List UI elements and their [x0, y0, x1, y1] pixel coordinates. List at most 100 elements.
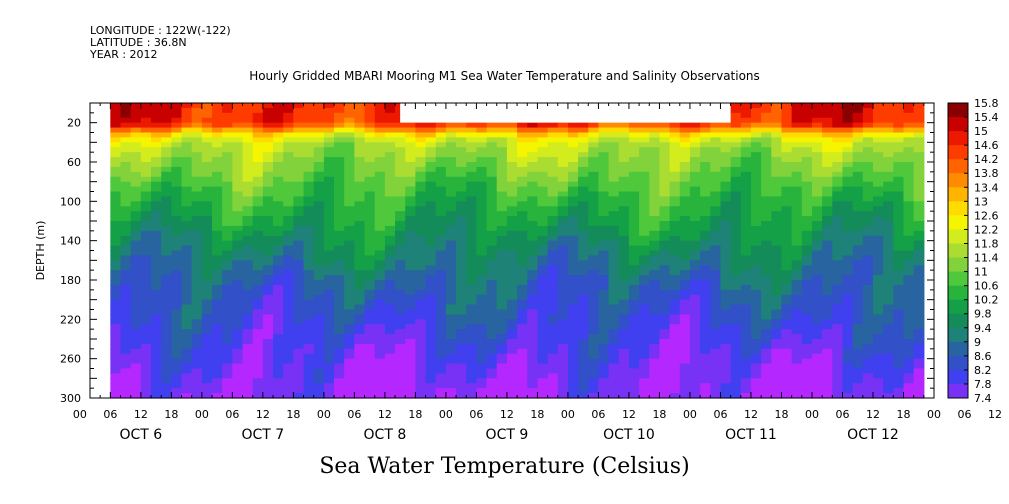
heatmap-cell	[618, 201, 630, 207]
heatmap-cell	[517, 358, 528, 365]
heatmap-cell	[374, 289, 386, 296]
heatmap-cell	[801, 388, 813, 394]
heatmap-cell	[750, 171, 762, 178]
heatmap-cell	[517, 324, 528, 330]
heatmap-cell	[903, 319, 915, 325]
heatmap-cell	[425, 299, 437, 306]
heatmap-cell	[262, 378, 274, 384]
heatmap-cell	[151, 275, 162, 281]
heatmap-cell	[700, 280, 711, 286]
heatmap-cell	[303, 373, 315, 379]
heatmap-cell	[700, 334, 711, 340]
heatmap-cell	[415, 343, 427, 350]
heatmap-cell	[852, 339, 864, 345]
heatmap-cell	[598, 348, 610, 355]
heatmap-cell	[293, 142, 305, 148]
heatmap-cell	[913, 206, 925, 212]
heatmap-cell	[506, 181, 518, 188]
heatmap-cell	[293, 270, 305, 276]
heatmap-cell	[364, 142, 376, 148]
heatmap-cell	[872, 132, 884, 139]
heatmap-cell	[781, 280, 793, 286]
heatmap-cell	[456, 324, 467, 330]
heatmap-cell	[517, 343, 528, 350]
heatmap-cell	[303, 284, 315, 291]
heatmap-cell	[679, 186, 691, 193]
heatmap-cell	[384, 216, 396, 222]
heatmap-cell	[771, 221, 783, 227]
heatmap-cell	[781, 230, 793, 237]
heatmap-cell	[252, 373, 264, 379]
heatmap-cell	[323, 383, 335, 389]
heatmap-cell	[130, 265, 142, 271]
heatmap-cell	[466, 221, 478, 227]
heatmap-cell	[791, 270, 803, 276]
heatmap-cell	[883, 363, 894, 370]
heatmap-cell	[862, 314, 874, 320]
heatmap-cell	[445, 137, 457, 143]
heatmap-cell	[527, 176, 539, 183]
heatmap-cell	[822, 152, 833, 158]
heatmap-cell	[679, 255, 691, 261]
heatmap-cell	[750, 211, 762, 217]
heatmap-cell	[262, 147, 274, 153]
heatmap-cell	[171, 216, 183, 222]
heatmap-cell	[242, 358, 254, 365]
heatmap-cell	[700, 294, 711, 301]
heatmap-cell	[649, 196, 661, 202]
heatmap-cell	[801, 221, 813, 227]
heatmap-cell	[883, 299, 894, 306]
heatmap-cell	[547, 270, 559, 276]
heatmap-cell	[344, 373, 355, 379]
heatmap-cell	[872, 260, 884, 266]
heatmap-cell	[415, 265, 427, 271]
heatmap-cell	[608, 196, 620, 202]
heatmap-cell	[354, 393, 366, 399]
heatmap-cell	[883, 348, 894, 355]
heatmap-cell	[862, 225, 874, 232]
heatmap-cell	[588, 275, 600, 281]
heatmap-cell	[689, 225, 701, 232]
heatmap-cell	[811, 353, 823, 360]
heatmap-cell	[242, 368, 254, 375]
heatmap-cell	[669, 235, 681, 242]
heatmap-cell	[313, 245, 325, 252]
heatmap-cell	[151, 107, 162, 114]
heatmap-cell	[557, 191, 569, 198]
heatmap-cell	[822, 147, 833, 153]
heatmap-cell	[435, 240, 447, 247]
heatmap-cell	[395, 201, 406, 207]
heatmap-cell	[557, 132, 569, 139]
heatmap-cell	[486, 211, 498, 217]
heatmap-cell	[547, 245, 559, 252]
heatmap-cell	[242, 181, 254, 188]
heatmap-cell	[557, 329, 569, 335]
heatmap-cell	[273, 225, 284, 232]
heatmap-cell	[201, 270, 213, 276]
heatmap-cell	[720, 289, 732, 296]
heatmap-cell	[893, 250, 905, 257]
heatmap-cell	[649, 314, 661, 320]
heatmap-cell	[140, 240, 152, 247]
heatmap-cell	[364, 260, 376, 266]
heatmap-cell	[456, 319, 467, 325]
heatmap-cell	[791, 324, 803, 330]
heatmap-cell	[791, 280, 803, 286]
heatmap-cell	[750, 383, 762, 389]
heatmap-cell	[700, 255, 711, 261]
heatmap-cell	[710, 270, 722, 276]
heatmap-cell	[262, 373, 274, 379]
heatmap-cell	[445, 304, 457, 311]
heatmap-cell	[456, 260, 467, 266]
heatmap-cell	[832, 181, 844, 188]
heatmap-cell	[811, 176, 823, 183]
heatmap-cell	[547, 388, 559, 394]
heatmap-cell	[649, 319, 661, 325]
heatmap-cell	[120, 368, 132, 375]
heatmap-cell	[191, 181, 203, 188]
heatmap-cell	[181, 309, 193, 316]
heatmap-cell	[171, 270, 183, 276]
heatmap-cell	[811, 270, 823, 276]
heatmap-cell	[384, 122, 396, 129]
heatmap-cell	[181, 112, 193, 119]
